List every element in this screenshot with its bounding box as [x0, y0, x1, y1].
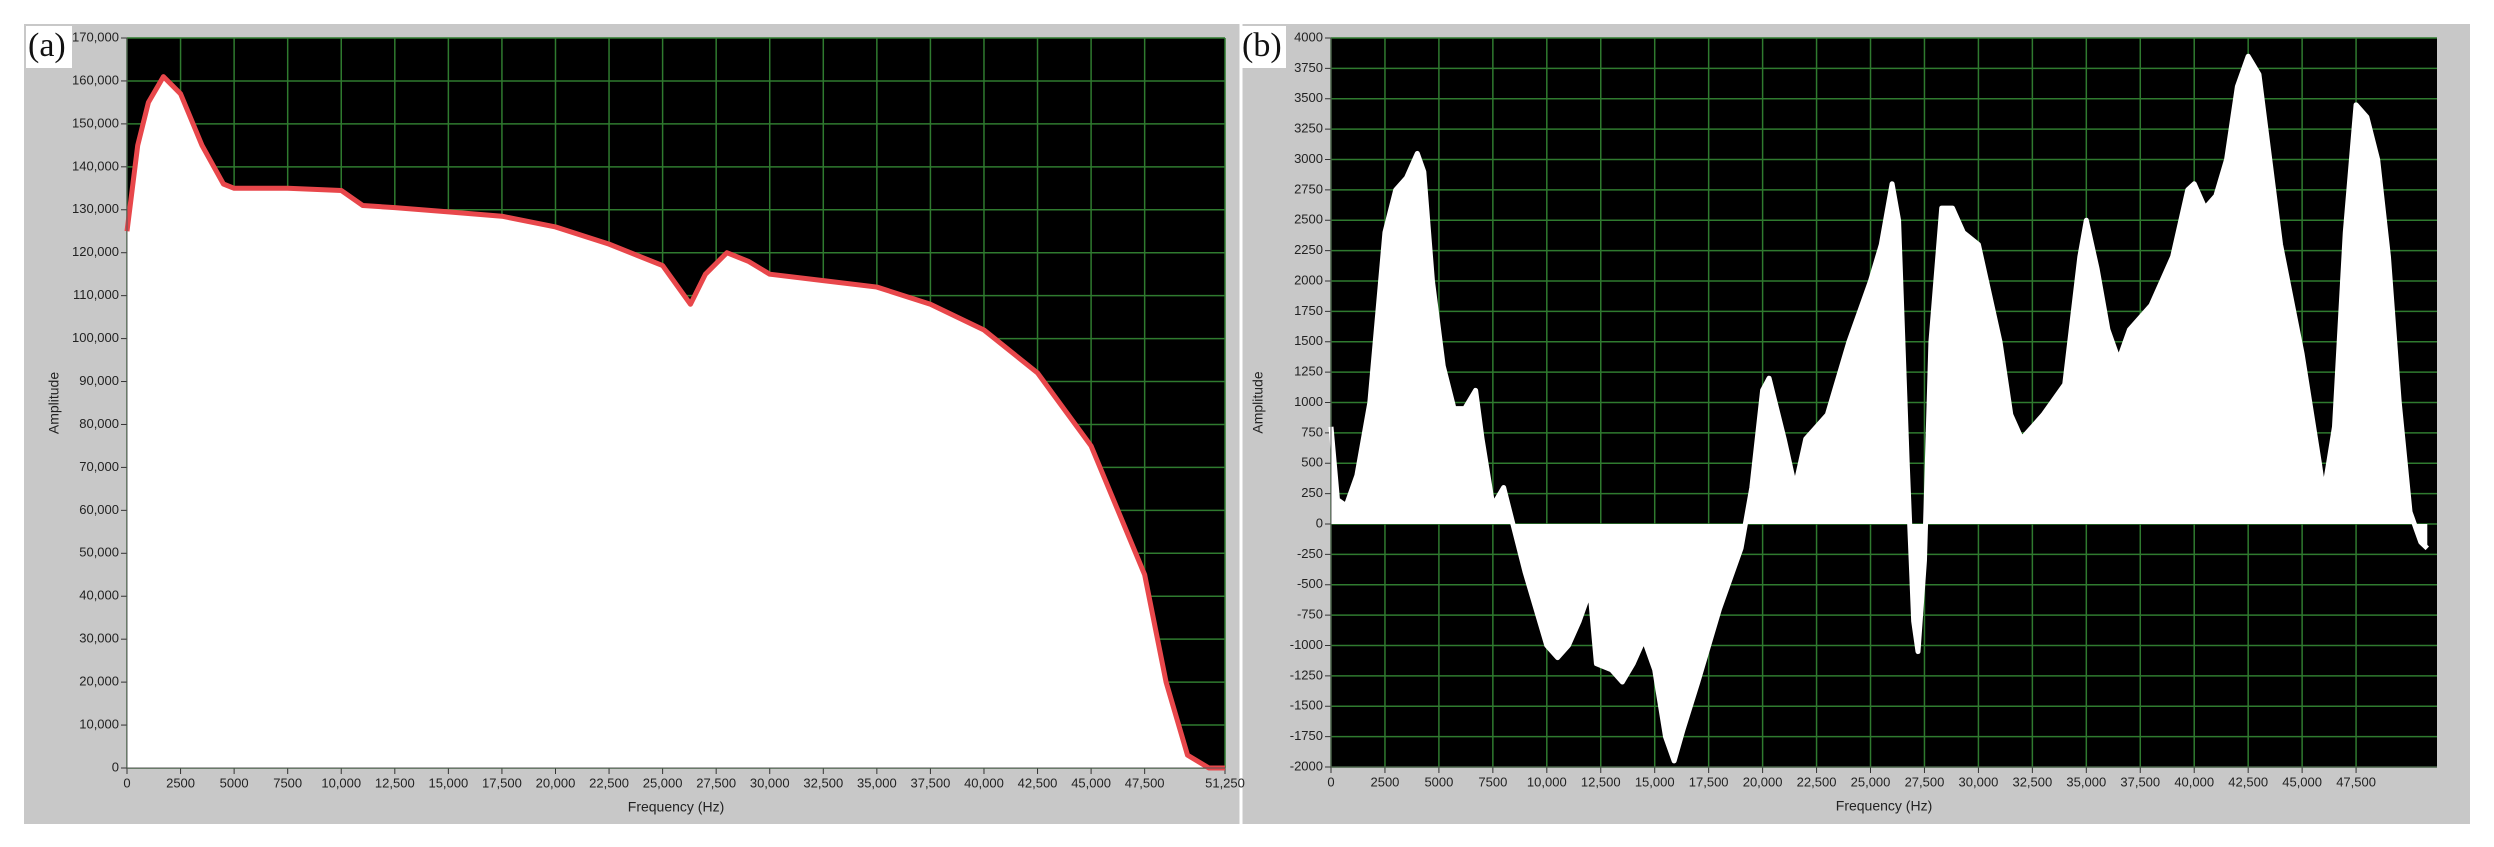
- x-tick-label: 42,500: [1018, 775, 1058, 790]
- x-tick-label: 5000: [1424, 774, 1453, 789]
- x-tick-label: 27,500: [1905, 774, 1945, 789]
- y-tick-label: -1250: [1290, 667, 1323, 682]
- x-tick-label: 37,500: [2120, 774, 2160, 789]
- x-tick-label: 45,000: [2282, 774, 2322, 789]
- area: [1331, 56, 2428, 761]
- y-tick-label: 130,000: [72, 201, 119, 216]
- x-axis-title: Frequency (Hz): [1836, 798, 1932, 814]
- x-tick-label: 12,500: [375, 775, 415, 790]
- x-tick-label: 47,500: [1125, 775, 1165, 790]
- y-tick-label: 2750: [1294, 181, 1323, 196]
- y-tick-label: 80,000: [79, 416, 119, 431]
- y-tick-label: 70,000: [79, 459, 119, 474]
- y-tick-label: 3750: [1294, 60, 1323, 75]
- y-tick-label: 0: [112, 759, 119, 774]
- y-tick-label: 20,000: [79, 674, 119, 689]
- y-tick-label: -2000: [1290, 758, 1323, 773]
- y-tick-label: 60,000: [79, 502, 119, 517]
- y-tick-label: 250: [1301, 485, 1323, 500]
- x-tick-label: 30,000: [1959, 774, 1999, 789]
- panel-label: (b): [1242, 27, 1282, 64]
- x-tick-label: 17,500: [1689, 774, 1729, 789]
- y-tick-label: 1500: [1294, 333, 1323, 348]
- x-tick-label: 15,000: [1635, 774, 1675, 789]
- y-tick-label: 160,000: [72, 72, 119, 87]
- panel-label-bg: [26, 26, 72, 68]
- x-tick-label: 51,250: [1205, 775, 1245, 790]
- y-tick-label: -500: [1297, 576, 1323, 591]
- y-tick-label: 2500: [1294, 212, 1323, 227]
- y-tick-label: 1000: [1294, 394, 1323, 409]
- x-tick-label: 22,500: [1797, 774, 1837, 789]
- x-tick-label: 32,500: [803, 775, 843, 790]
- y-tick-label: -1500: [1290, 698, 1323, 713]
- y-tick-label: 2000: [1294, 272, 1323, 287]
- y-tick-label: 4000: [1294, 29, 1323, 44]
- x-tick-label: 25,000: [643, 775, 683, 790]
- y-tick-label: 90,000: [79, 373, 119, 388]
- y-tick-label: 3250: [1294, 121, 1323, 136]
- y-tick-label: 140,000: [72, 158, 119, 173]
- x-axis-title: Frequency (Hz): [628, 799, 724, 815]
- y-tick-label: -1750: [1290, 728, 1323, 743]
- y-tick-label: 10,000: [79, 716, 119, 731]
- panel-label-bg: [1240, 26, 1286, 68]
- x-tick-label: 37,500: [911, 775, 951, 790]
- y-tick-label: -250: [1297, 546, 1323, 561]
- x-tick-label: 17,500: [482, 775, 522, 790]
- x-tick-label: 20,000: [536, 775, 576, 790]
- x-tick-label: 30,000: [750, 775, 790, 790]
- y-tick-label: -750: [1297, 607, 1323, 622]
- x-tick-label: 0: [1327, 774, 1334, 789]
- y-axis-title: Amplitude: [1250, 371, 1266, 433]
- x-tick-label: 10,000: [321, 775, 361, 790]
- x-tick-label: 7500: [1478, 774, 1507, 789]
- y-tick-label: 120,000: [72, 244, 119, 259]
- x-tick-label: 27,500: [696, 775, 736, 790]
- area: [127, 76, 1225, 769]
- y-tick-label: 500: [1301, 455, 1323, 470]
- y-axis-title: Amplitude: [46, 372, 62, 434]
- y-tick-label: 40,000: [79, 588, 119, 603]
- x-tick-label: 40,000: [2174, 774, 2214, 789]
- y-tick-label: 170,000: [72, 29, 119, 44]
- y-tick-label: 3000: [1294, 151, 1323, 166]
- x-tick-label: 40,000: [964, 775, 1004, 790]
- x-tick-label: 2500: [166, 775, 195, 790]
- panel-label: (a): [28, 27, 66, 64]
- y-tick-label: 150,000: [72, 115, 119, 130]
- x-tick-label: 2500: [1370, 774, 1399, 789]
- x-tick-label: 12,500: [1581, 774, 1621, 789]
- y-tick-label: 50,000: [79, 545, 119, 560]
- x-tick-label: 45,000: [1071, 775, 1111, 790]
- y-tick-label: 100,000: [72, 330, 119, 345]
- x-tick-label: 25,000: [1851, 774, 1891, 789]
- x-tick-label: 47,500: [2336, 774, 2376, 789]
- x-tick-label: 5000: [220, 775, 249, 790]
- x-tick-label: 20,000: [1743, 774, 1783, 789]
- x-tick-label: 10,000: [1527, 774, 1567, 789]
- y-tick-label: 2250: [1294, 242, 1323, 257]
- x-tick-label: 35,000: [2066, 774, 2106, 789]
- y-tick-label: 1750: [1294, 303, 1323, 318]
- y-tick-label: 0: [1316, 515, 1323, 530]
- y-tick-label: 30,000: [79, 631, 119, 646]
- x-tick-label: 32,500: [2012, 774, 2052, 789]
- x-tick-label: 15,000: [428, 775, 468, 790]
- area-outline: [124, 74, 1225, 771]
- y-tick-label: 3500: [1294, 90, 1323, 105]
- x-tick-label: 35,000: [857, 775, 897, 790]
- x-tick-label: 0: [123, 775, 130, 790]
- x-tick-label: 42,500: [2228, 774, 2268, 789]
- y-tick-label: 750: [1301, 424, 1323, 439]
- y-tick-label: 110,000: [73, 287, 119, 302]
- y-tick-label: -1000: [1290, 637, 1323, 652]
- x-tick-label: 22,500: [589, 775, 629, 790]
- y-tick-label: 1250: [1294, 364, 1323, 379]
- area-outline: [1328, 53, 2429, 764]
- x-tick-label: 7500: [273, 775, 302, 790]
